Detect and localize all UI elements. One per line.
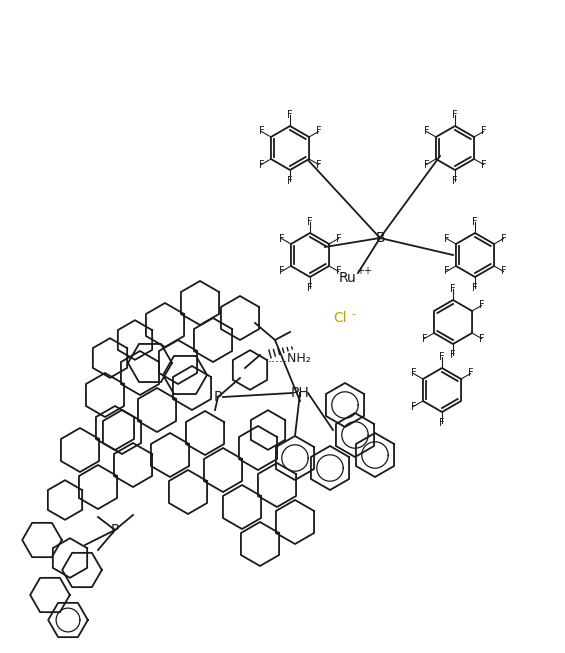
Text: F: F — [481, 127, 486, 136]
Text: F: F — [424, 159, 429, 170]
Text: F: F — [336, 266, 341, 276]
Text: F: F — [452, 176, 458, 186]
Text: F: F — [259, 127, 264, 136]
Text: P: P — [214, 390, 222, 404]
Text: F: F — [259, 159, 264, 170]
Text: F: F — [479, 300, 484, 310]
Text: F: F — [316, 127, 321, 136]
Text: F: F — [307, 283, 313, 293]
Text: P: P — [111, 523, 119, 537]
Text: .....NH₂: .....NH₂ — [268, 351, 312, 364]
Text: F: F — [468, 368, 473, 379]
Text: B: B — [375, 231, 385, 245]
Text: Cl: Cl — [333, 311, 347, 325]
Text: F: F — [316, 159, 321, 170]
Text: F: F — [287, 176, 293, 186]
Text: F: F — [421, 334, 427, 343]
Text: F: F — [472, 217, 478, 227]
Text: F: F — [450, 284, 456, 294]
Text: F: F — [444, 234, 449, 244]
Text: F: F — [444, 266, 449, 276]
Text: F: F — [279, 234, 284, 244]
Text: F: F — [279, 266, 284, 276]
Text: F: F — [501, 234, 506, 244]
Text: F: F — [481, 159, 486, 170]
Text: F: F — [472, 283, 478, 293]
Text: F: F — [439, 352, 445, 362]
Text: F: F — [501, 266, 506, 276]
Text: F: F — [287, 110, 293, 120]
Text: Ru: Ru — [339, 271, 357, 285]
Text: ++: ++ — [356, 266, 372, 276]
Text: F: F — [452, 110, 458, 120]
Text: -: - — [351, 309, 355, 319]
Text: F: F — [336, 234, 341, 244]
Text: F: F — [424, 127, 429, 136]
Text: F: F — [411, 402, 416, 411]
Text: F: F — [450, 350, 456, 360]
Text: F: F — [411, 368, 416, 379]
Text: PH: PH — [290, 386, 310, 400]
Text: F: F — [439, 418, 445, 428]
Text: F: F — [479, 334, 484, 343]
Text: F: F — [307, 217, 313, 227]
